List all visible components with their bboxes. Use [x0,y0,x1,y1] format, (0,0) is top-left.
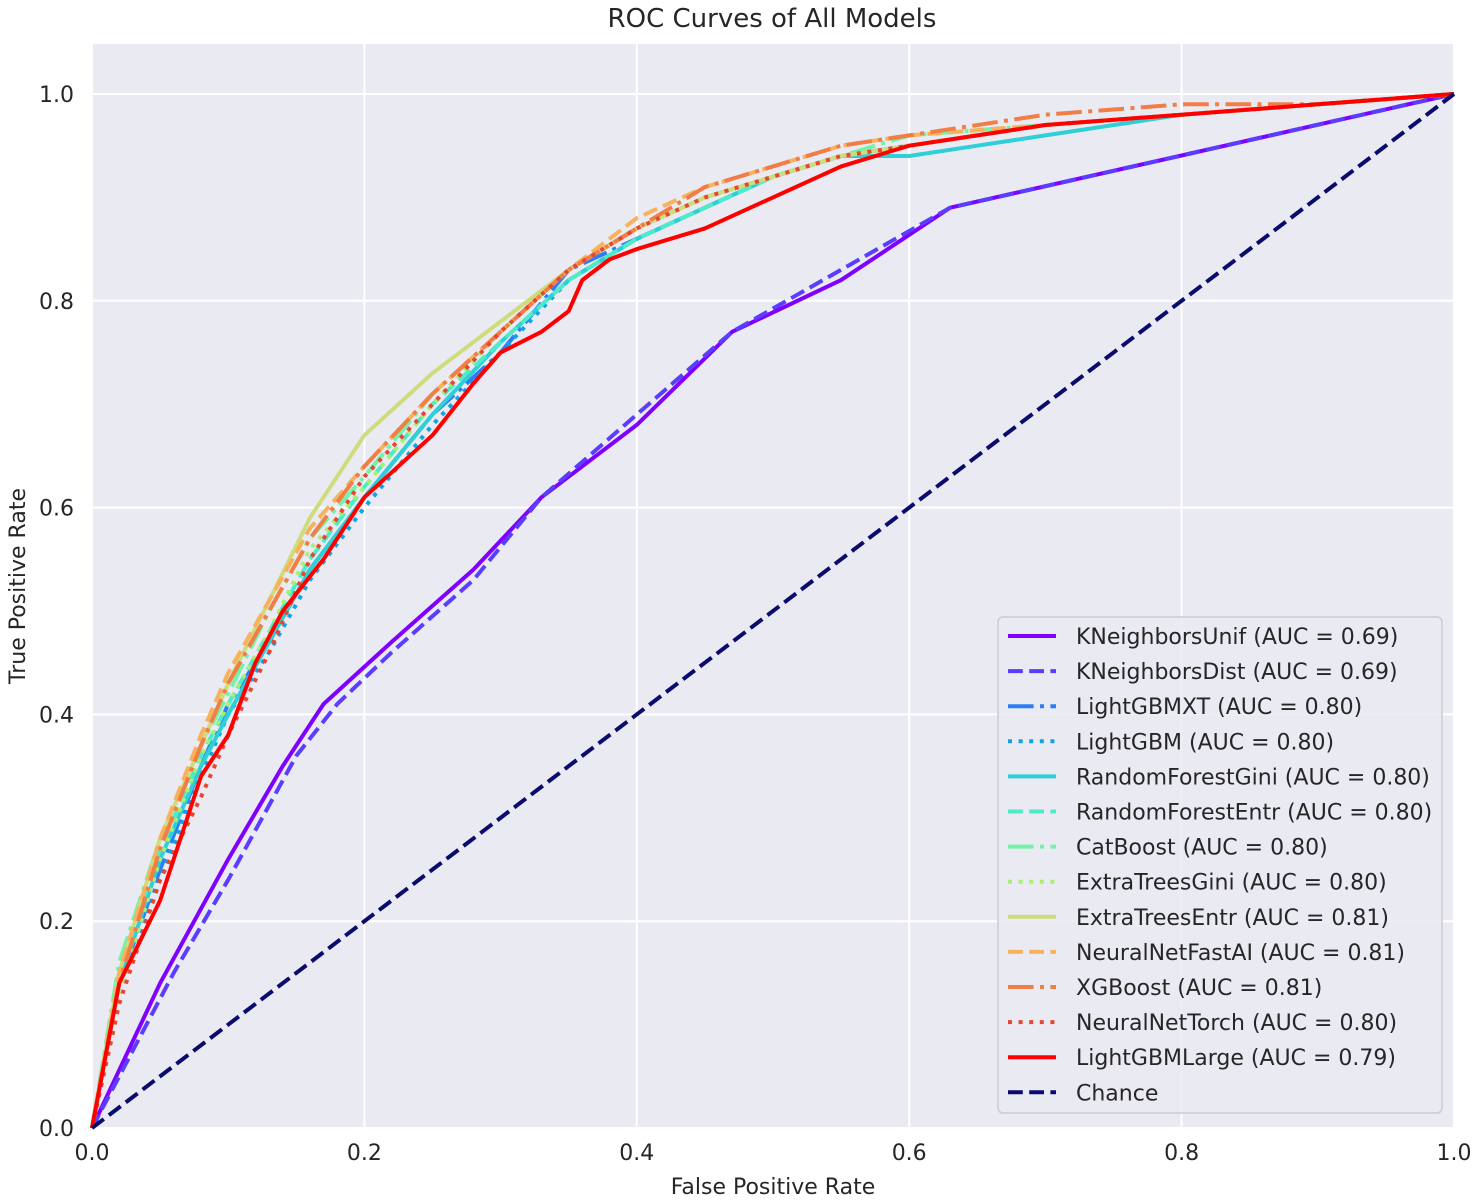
x-tick-label: 1.0 [1437,1141,1472,1166]
chart-title: ROC Curves of All Models [608,4,937,34]
legend-label: LightGBMLarge (AUC = 0.79) [1076,1046,1396,1071]
legend-label: KNeighborsUnif (AUC = 0.69) [1076,625,1398,650]
series-line-1 [90,92,1455,1129]
legend-box [997,616,1443,1114]
series-line-10 [90,92,1455,1129]
y-tick-label: 0.2 [39,910,74,935]
y-tick-label: 0.8 [39,290,74,315]
legend-label: RandomForestEntr (AUC = 0.80) [1076,801,1432,826]
legend-label: CatBoost (AUC = 0.80) [1076,836,1328,861]
series-line-11 [90,92,1455,1129]
x-tick-label: 0.6 [892,1141,927,1166]
legend-label: RandomForestGini (AUC = 0.80) [1076,765,1430,790]
y-tick-label: 0.4 [39,703,74,728]
legend-label: LightGBMXT (AUC = 0.80) [1076,695,1362,720]
legend-label: XGBoost (AUC = 0.81) [1076,976,1322,1001]
x-tick-label: 0.2 [347,1141,382,1166]
series-lines [90,92,1456,1130]
y-tick-label: 0.6 [39,497,74,522]
series-line-0 [90,92,1455,1129]
legend-label: KNeighborsDist (AUC = 0.69) [1076,660,1398,685]
series-line-12 [90,92,1455,1129]
x-tick-label: 0.8 [1164,1141,1199,1166]
y-tick-label: 1.0 [39,83,74,108]
legend-label: ExtraTreesEntr (AUC = 0.81) [1076,906,1389,931]
tick-labels: 0.0 0.2 0.4 0.6 0.8 1.0 0.0 0.2 0.4 0.6 0.8 1.0 [39,83,1472,1166]
legend-label: NeuralNetFastAI (AUC = 0.81) [1076,941,1405,966]
legend-label: Chance [1076,1081,1158,1106]
y-axis-label: True Positive Rate [6,488,31,685]
x-tick-label: 0.0 [75,1141,110,1166]
series-line-13 [90,92,1456,1130]
legend-label: LightGBM (AUC = 0.80) [1076,730,1334,755]
y-tick-label: 0.0 [39,1117,74,1142]
legend: KNeighborsUnif (AUC = 0.69) KNeighborsDis… [997,616,1443,1114]
legend-label: NeuralNetTorch (AUC = 0.80) [1076,1011,1397,1036]
x-axis-label: False Positive Rate [671,1175,875,1200]
x-tick-label: 0.4 [619,1141,654,1166]
legend-label: ExtraTreesGini (AUC = 0.80) [1076,871,1387,896]
